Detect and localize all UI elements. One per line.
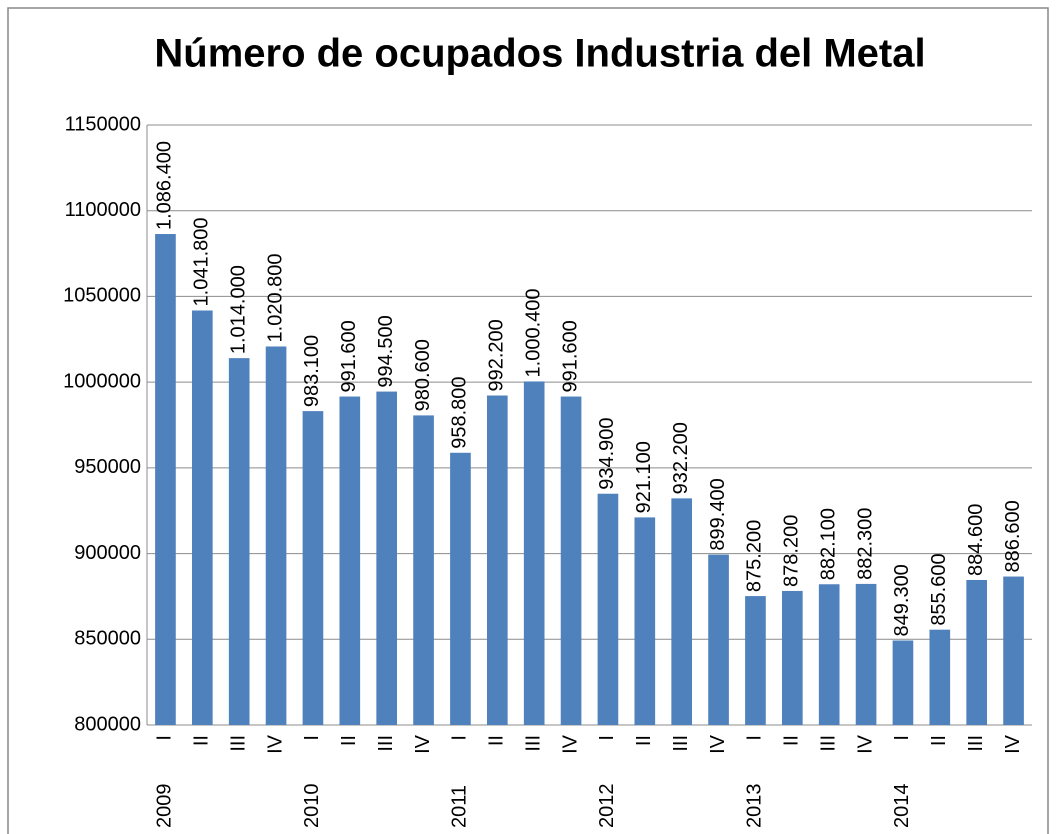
data-label: 878.200 [781, 515, 803, 587]
data-label: 934.900 [596, 417, 618, 489]
group-label: 2014 [891, 784, 913, 829]
data-label: 849.300 [891, 564, 913, 636]
bar [1003, 576, 1024, 725]
bar [265, 346, 287, 725]
bar [302, 411, 324, 725]
x-tick-label: I [449, 735, 471, 741]
x-tick-label: IV [559, 734, 581, 754]
data-label: 884.600 [965, 504, 987, 576]
x-tick-label: I [154, 735, 176, 741]
data-label: 921.100 [633, 441, 655, 513]
data-label: 882.100 [817, 508, 839, 580]
bar [818, 584, 840, 725]
group-label: 2012 [596, 784, 618, 829]
data-label: 899.400 [707, 478, 729, 550]
data-label: 1.020.800 [264, 254, 286, 343]
bar [781, 590, 803, 725]
x-tick-label: IV [854, 734, 876, 754]
bar [523, 381, 545, 725]
y-tick-label: 850000 [74, 628, 141, 650]
x-tick-label: I [301, 735, 323, 741]
y-tick-label: 1000000 [63, 370, 141, 392]
data-label: 980.600 [412, 339, 434, 411]
bar [486, 395, 508, 725]
data-label: 855.600 [928, 553, 950, 625]
bar [450, 452, 471, 725]
bar [597, 493, 619, 725]
x-tick-label: II [928, 735, 950, 746]
y-tick-label: 1050000 [63, 285, 141, 307]
x-tick-label: II [338, 735, 360, 746]
x-tick-label: I [596, 735, 618, 741]
group-label: 2009 [154, 784, 176, 829]
data-label: 932.200 [670, 422, 692, 494]
x-tick-label: III [227, 735, 249, 752]
bar [929, 629, 951, 725]
x-tick-label: IV [1002, 734, 1024, 754]
bar [228, 358, 250, 725]
data-label: 875.200 [744, 520, 766, 592]
bar [966, 579, 988, 725]
data-label: 882.300 [854, 508, 876, 580]
bar [155, 234, 176, 725]
x-tick-label: III [965, 735, 987, 752]
x-tick-label: IV [412, 734, 434, 754]
group-label: 2011 [449, 785, 471, 828]
x-tick-label: I [744, 735, 766, 741]
group-label: 2010 [301, 784, 323, 829]
bar [855, 583, 877, 725]
y-tick-label: 1150000 [65, 113, 141, 135]
bar [634, 517, 656, 725]
bar [376, 391, 398, 725]
bar [671, 498, 693, 725]
x-tick-label: III [670, 735, 692, 752]
data-label: 994.500 [375, 315, 397, 387]
x-tick-label: IV [264, 734, 286, 754]
data-label: 983.100 [301, 335, 323, 407]
chart-title: Número de ocupados Industria del Metal [154, 32, 925, 76]
data-label: 1.041.800 [191, 218, 213, 307]
bar [892, 640, 914, 725]
x-tick-label: II [191, 735, 213, 746]
x-tick-label: III [522, 735, 544, 752]
x-tick-label: III [375, 735, 397, 752]
x-tick-label: II [486, 735, 508, 746]
y-tick-label: 950000 [74, 456, 141, 478]
x-tick-label: III [817, 735, 839, 752]
x-tick-label: IV [707, 734, 729, 754]
data-label: 1.086.400 [154, 141, 176, 230]
y-tick-label: 1100000 [65, 199, 141, 221]
x-tick-label: II [633, 735, 655, 746]
bar [191, 310, 213, 725]
bar [413, 415, 434, 725]
bar [745, 596, 766, 725]
bar [560, 396, 582, 725]
data-label: 1.000.400 [522, 288, 544, 377]
data-label: 992.200 [486, 319, 508, 391]
data-label: 991.600 [338, 320, 360, 392]
group-label: 2013 [744, 784, 766, 829]
data-label: 991.600 [559, 320, 581, 392]
bar [708, 554, 729, 725]
y-tick-label: 800000 [74, 713, 141, 735]
data-label: 1.014.000 [227, 265, 249, 354]
x-tick-label: II [781, 735, 803, 746]
y-tick-label: 900000 [74, 542, 141, 564]
data-label: 886.600 [1002, 500, 1024, 572]
bar [339, 396, 361, 725]
data-label: 958.800 [449, 376, 471, 448]
x-tick-label: I [891, 735, 913, 741]
